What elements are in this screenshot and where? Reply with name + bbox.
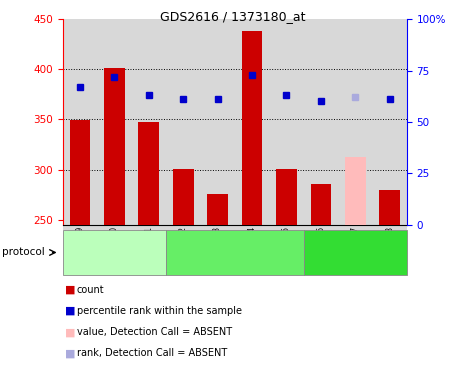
Text: value, Detection Call = ABSENT: value, Detection Call = ABSENT [77, 327, 232, 337]
Bar [132, 19, 166, 225]
Bar [63, 19, 97, 225]
Bar [97, 19, 132, 225]
Text: ■: ■ [65, 306, 76, 316]
Text: ■: ■ [65, 285, 76, 295]
Bar [207, 194, 228, 225]
Bar [166, 19, 200, 225]
Text: GDS2616 / 1373180_at: GDS2616 / 1373180_at [160, 10, 305, 23]
Text: rank, Detection Call = ABSENT: rank, Detection Call = ABSENT [77, 348, 227, 358]
Bar [200, 19, 235, 225]
Text: control diet: control diet [86, 247, 142, 258]
Text: percentile rank within the sample: percentile rank within the sample [77, 306, 242, 316]
Bar [338, 19, 372, 225]
Bar [269, 19, 304, 225]
Bar [276, 169, 297, 225]
Bar [104, 68, 125, 225]
Text: protocol: protocol [2, 247, 45, 258]
Bar [235, 19, 269, 225]
Bar [311, 184, 331, 225]
Bar [242, 31, 262, 225]
Bar [372, 19, 407, 225]
Bar [379, 190, 400, 225]
Text: genistein diet: genistein diet [322, 247, 389, 258]
Bar [173, 169, 193, 225]
Text: soy protein isolate diet: soy protein isolate diet [179, 247, 291, 258]
Bar [345, 157, 365, 225]
Text: ■: ■ [65, 327, 76, 337]
Bar [139, 122, 159, 225]
Bar [304, 19, 338, 225]
Text: count: count [77, 285, 104, 295]
Bar [70, 121, 90, 225]
Text: ■: ■ [65, 348, 76, 358]
